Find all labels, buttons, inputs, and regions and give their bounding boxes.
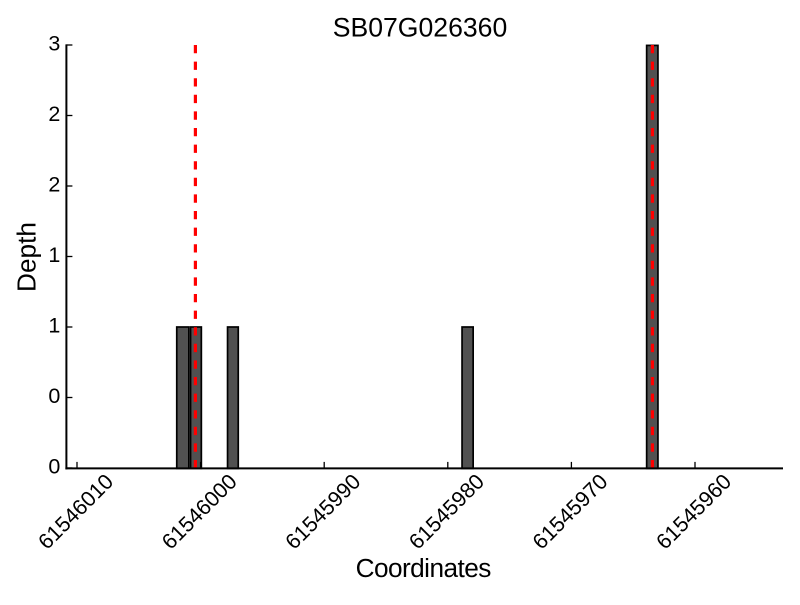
svg-text:Depth: Depth bbox=[12, 222, 42, 292]
svg-text:SB07G026360: SB07G026360 bbox=[333, 13, 507, 43]
svg-text:1: 1 bbox=[48, 243, 60, 267]
svg-text:2: 2 bbox=[48, 172, 60, 196]
svg-text:Coordinates: Coordinates bbox=[356, 553, 492, 583]
svg-text:2: 2 bbox=[48, 102, 60, 126]
svg-text:0: 0 bbox=[48, 454, 60, 478]
svg-text:1: 1 bbox=[48, 313, 60, 337]
svg-text:0: 0 bbox=[48, 384, 60, 408]
svg-text:3: 3 bbox=[48, 31, 60, 55]
